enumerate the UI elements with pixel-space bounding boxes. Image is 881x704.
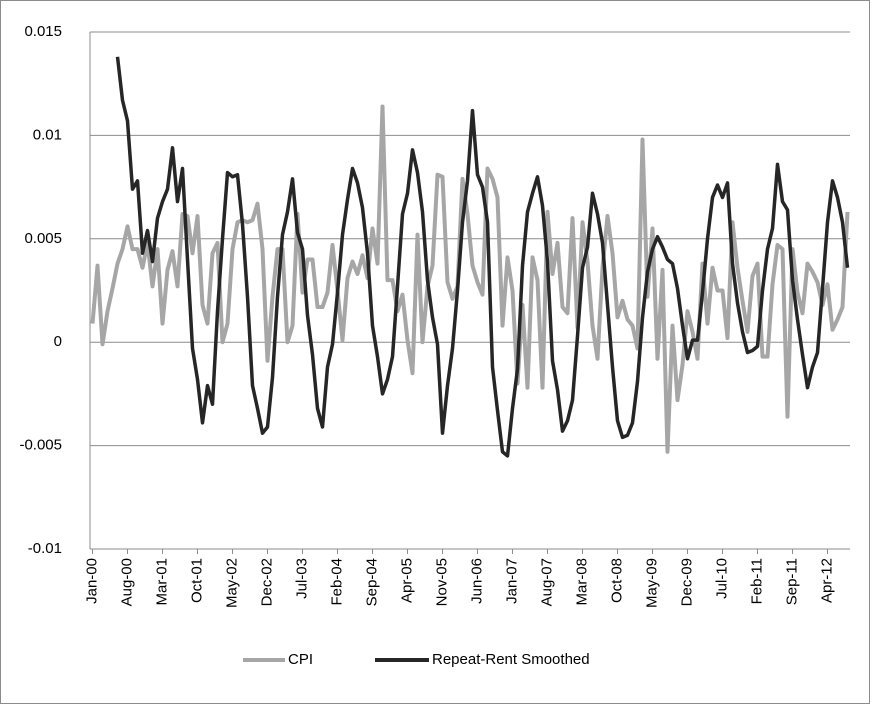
x-tick-label: Mar-08	[573, 558, 590, 606]
x-tick-label: Jul-10	[713, 558, 730, 599]
x-tick-label: Jan-00	[83, 558, 100, 604]
x-tick-label: Aug-07	[538, 558, 555, 606]
y-tick-label: 0.005	[24, 230, 62, 247]
x-tick-label: Oct-01	[188, 558, 205, 603]
legend-label: Repeat-Rent Smoothed	[432, 651, 590, 668]
x-tick-label: Apr-12	[818, 558, 835, 603]
y-tick-label: 0	[54, 333, 62, 350]
x-tick-label: Dec-02	[258, 558, 275, 606]
x-tick-label: Nov-05	[433, 558, 450, 606]
x-tick-label: Feb-04	[328, 558, 345, 606]
x-tick-label: Aug-00	[118, 558, 135, 606]
x-tick-label: Mar-01	[153, 558, 170, 606]
y-tick-label: -0.01	[28, 540, 62, 557]
x-tick-label: May-09	[643, 558, 660, 608]
x-tick-label: Apr-05	[398, 558, 415, 603]
x-tick-label: Jan-07	[503, 558, 520, 604]
line-series	[90, 104, 850, 454]
y-tick-label: 0.015	[24, 23, 62, 40]
x-tick-label: Sep-11	[783, 558, 800, 605]
x-tick-label: Dec-09	[678, 558, 695, 606]
x-tick-label: Feb-11	[748, 558, 765, 604]
y-tick-label: 0.01	[33, 126, 62, 143]
line-series	[115, 56, 850, 458]
y-tick-label: -0.005	[19, 437, 62, 454]
x-tick-label: Oct-08	[608, 558, 625, 603]
x-tick-label: Sep-04	[363, 558, 380, 606]
x-tick-label: May-02	[223, 558, 240, 608]
legend-label: CPI	[288, 651, 313, 668]
x-tick-label: Jul-03	[293, 558, 310, 599]
x-tick-label: Jun-06	[468, 558, 485, 604]
